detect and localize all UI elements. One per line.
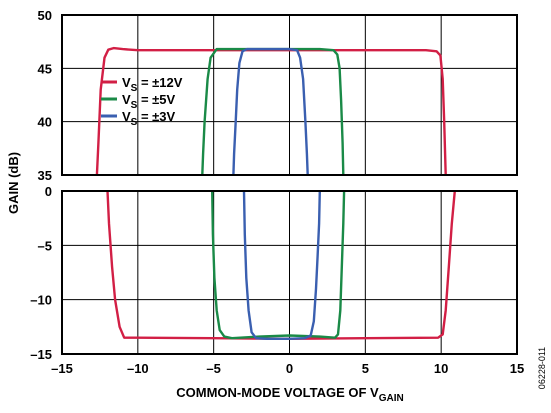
legend-label-main: V	[122, 75, 131, 90]
plot-frame-top	[61, 14, 518, 176]
series-line-12v-top	[95, 46, 447, 176]
series-line-3v-bottom	[242, 190, 321, 340]
legend-label-subscript: S	[131, 100, 138, 111]
legend-label-12v: VS = ±12V	[122, 75, 183, 94]
legend-label-5v: VS = ±5V	[122, 92, 176, 111]
tick-layer: 35 40 45 50 0 –5 –10 –15–15 –10 –5 0 5 10 15	[30, 8, 524, 376]
legend-label-value: = ±12V	[137, 75, 182, 90]
y-tick-label-top: 45	[38, 61, 52, 76]
x-tick-label: 5	[362, 361, 369, 376]
series-layer	[95, 46, 456, 340]
y-tick-label-bottom: –5	[38, 238, 52, 253]
series-line-12v-bottom	[106, 190, 456, 340]
y-tick-label-bottom: –15	[30, 347, 52, 362]
legend-label-subscript: S	[131, 117, 138, 128]
x-axis-title-subscript: GAIN	[379, 393, 404, 404]
legend-label-value: = ±3V	[137, 109, 175, 124]
y-tick-label-bottom: –10	[30, 293, 52, 308]
x-tick-label: 15	[510, 361, 524, 376]
figure-id: 06228-011	[537, 347, 547, 389]
y-tick-label-top: 40	[38, 115, 52, 130]
y-axis-title: GAIN (dB)	[6, 152, 21, 214]
series-line-3v-top	[232, 47, 309, 176]
x-tick-label: –5	[206, 361, 220, 376]
y-tick-label-top: 50	[38, 8, 52, 23]
legend-label-value: = ±5V	[137, 92, 175, 107]
x-axis-title: COMMON-MODE VOLTAGE OF VGAIN	[176, 385, 403, 404]
series-line-5v-bottom	[211, 190, 346, 340]
legend-label-3v: VS = ±3V	[122, 109, 176, 128]
y-tick-label-bottom: 0	[45, 184, 52, 199]
x-tick-label: 0	[286, 361, 293, 376]
grid-layer	[62, 15, 517, 354]
x-tick-label: –15	[51, 361, 73, 376]
y-tick-label-top: 35	[38, 168, 52, 183]
frame-layer	[61, 14, 518, 355]
x-axis-title-main: COMMON-MODE VOLTAGE OF V	[176, 385, 379, 400]
legend-label-subscript: S	[131, 83, 138, 94]
plot-frame-bottom	[61, 190, 518, 355]
x-tick-label: –10	[127, 361, 149, 376]
legend-label-main: V	[122, 109, 131, 124]
x-tick-label: 10	[434, 361, 448, 376]
legend-label-main: V	[122, 92, 131, 107]
